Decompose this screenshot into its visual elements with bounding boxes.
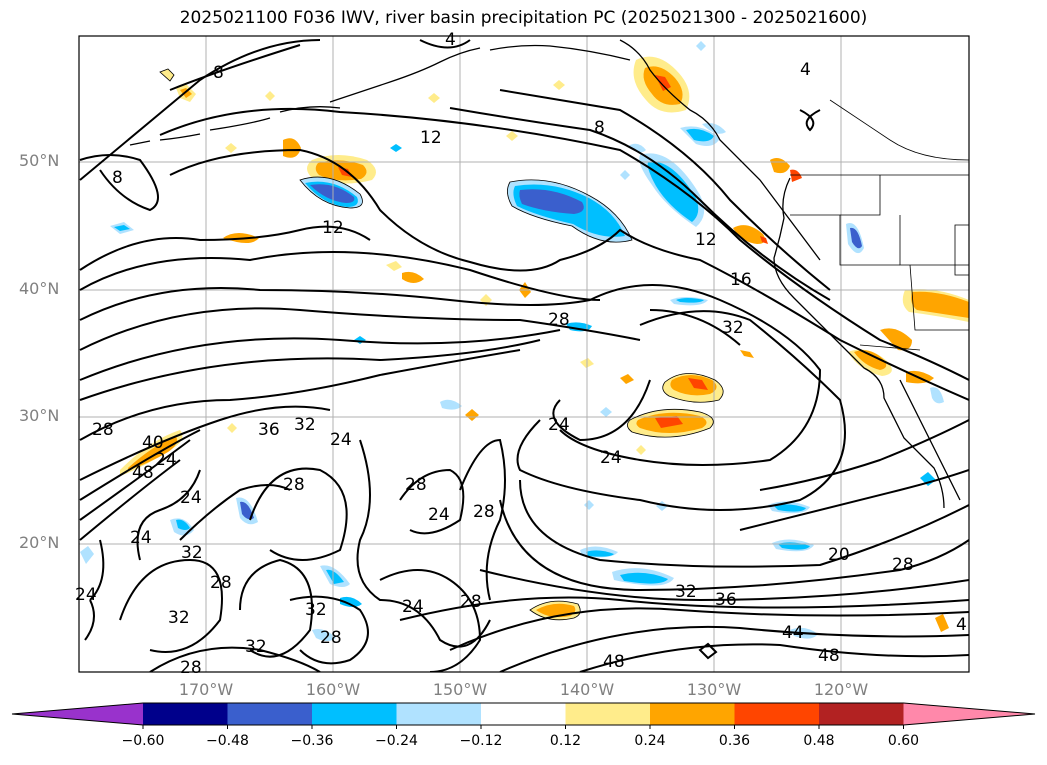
contour-label: 40: [142, 433, 164, 453]
contour-label: 12: [420, 128, 442, 148]
colorbar-tick-label: −0.60: [121, 733, 165, 749]
contour-label: 24: [548, 415, 570, 435]
lon-label: 170°W: [178, 680, 234, 699]
contour-label: 28: [92, 420, 114, 440]
contour-label: 28: [180, 658, 202, 678]
colorbar-segment: [312, 703, 397, 725]
colorbar-extend-min: [12, 703, 143, 725]
contour-label: 32: [305, 600, 327, 620]
colorbar-segment: [819, 703, 904, 725]
contour-label: 28: [548, 310, 570, 330]
contour-label: 28: [320, 628, 342, 648]
map-title: 2025021100 F036 IWV, river basin precipi…: [179, 8, 868, 28]
lon-label: 130°W: [686, 680, 742, 699]
colorbar-tick-label: 0.12: [549, 733, 582, 749]
contour-label: 4: [800, 60, 811, 80]
contour-label: 28: [405, 475, 427, 495]
colorbar-segment: [734, 703, 820, 725]
colorbar: [11, 702, 1036, 729]
contour-label: 24: [428, 505, 450, 525]
contour-label: 28: [210, 573, 232, 593]
contour-label: 24: [180, 488, 202, 508]
contour-label: 32: [245, 637, 267, 657]
lon-label: 140°W: [559, 680, 615, 699]
contour-label: 48: [818, 646, 840, 666]
contour-label: 28: [283, 475, 305, 495]
borders: [790, 99, 969, 351]
contour-label: 44: [782, 623, 804, 643]
contour-label: 24: [330, 430, 352, 450]
colorbar-tick-label: 0.60: [887, 733, 920, 749]
colorbar-segment: [227, 703, 313, 725]
contour-label: 12: [322, 218, 344, 238]
contour-label: 4: [445, 30, 456, 50]
contour-label: 36: [258, 420, 280, 440]
contour-label: 24: [75, 585, 97, 605]
contour-label: 36: [715, 590, 737, 610]
contour-label: 24: [130, 528, 152, 548]
colorbar-segment: [143, 703, 228, 725]
contour-label: 32: [294, 415, 316, 435]
contour-label: 48: [132, 463, 154, 483]
contour-label: 8: [213, 63, 224, 83]
colorbar-tick-label: −0.24: [375, 733, 418, 749]
contour-label: 28: [460, 592, 482, 612]
contour-label: 20: [828, 545, 850, 565]
colorbar-tick-label: 0.24: [634, 733, 666, 749]
lon-label: 160°W: [305, 680, 361, 699]
contour-label: 32: [722, 318, 744, 338]
contour-label: 32: [675, 582, 697, 602]
contour-label: 16: [730, 270, 752, 290]
contour-label: 28: [473, 502, 495, 522]
colorbar-tick-label: 0.48: [803, 733, 835, 749]
lat-label: 50°N: [19, 151, 60, 170]
colorbar-segment: [396, 703, 482, 725]
iwv-contours-thin: [159, 68, 724, 621]
lon-label: 150°W: [432, 680, 488, 699]
contour-label: 32: [181, 543, 203, 563]
colorbar-segment: [565, 703, 651, 725]
colorbar-tick-label: −0.48: [206, 733, 249, 749]
colorbar-extend-max: [903, 703, 1035, 725]
contour-label: 24: [600, 448, 622, 468]
contour-label: 12: [695, 230, 717, 250]
contour-label: 24: [155, 450, 177, 470]
colorbar-segment: [650, 703, 735, 725]
contour-label: 48: [603, 652, 625, 672]
colorbar-segment: [481, 703, 566, 725]
plot-frame: [78, 35, 970, 673]
contour-label: 8: [112, 168, 123, 188]
colorbar-tick-label: −0.12: [459, 733, 503, 749]
lat-label: 30°N: [19, 406, 60, 425]
contour-labels: 4 8 8 12 12 8 4 12 16 28 32 24 24 28 40 …: [75, 30, 967, 678]
contour-label: 4: [956, 615, 967, 635]
coastlines: [129, 39, 961, 509]
contour-label: 24: [402, 597, 424, 617]
lat-label: 20°N: [19, 533, 60, 552]
contour-label: 32: [168, 608, 190, 628]
iwv-contours: [79, 39, 969, 672]
lon-label: 120°W: [813, 680, 869, 699]
contour-label: 8: [594, 118, 605, 138]
lat-label: 40°N: [19, 279, 60, 298]
colorbar-tick-label: 0.36: [718, 733, 751, 749]
colorbar-tick-label: −0.36: [290, 733, 334, 749]
contour-label: 28: [892, 555, 914, 575]
